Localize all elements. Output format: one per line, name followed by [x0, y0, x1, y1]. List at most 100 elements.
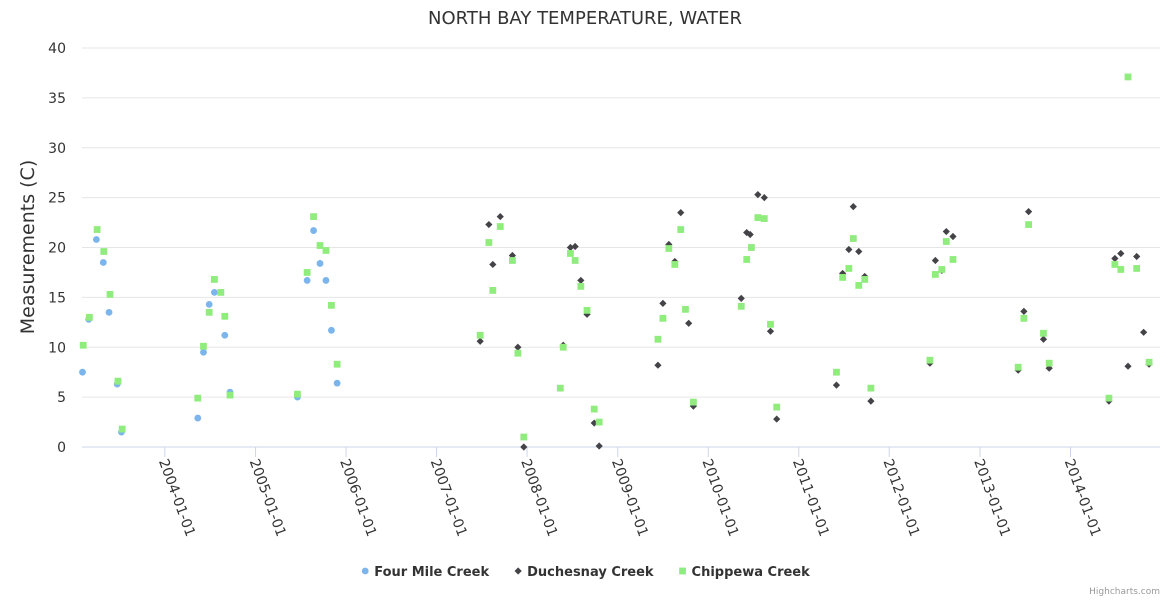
data-point[interactable] [767, 320, 774, 328]
data-point[interactable] [99, 259, 107, 266]
data-point[interactable] [105, 308, 113, 316]
data-point[interactable] [855, 247, 863, 256]
data-point[interactable] [754, 191, 762, 199]
data-point[interactable] [322, 277, 330, 284]
data-point[interactable] [514, 349, 522, 357]
data-point[interactable] [845, 245, 853, 254]
data-point[interactable] [333, 360, 341, 368]
data-point[interactable] [316, 260, 324, 267]
data-point[interactable] [476, 331, 484, 339]
data-point[interactable] [773, 415, 781, 423]
data-point[interactable] [93, 226, 101, 233]
data-point[interactable] [1133, 265, 1141, 272]
data-point[interactable] [677, 208, 685, 217]
data-point[interactable] [855, 282, 863, 289]
data-point[interactable] [1039, 335, 1048, 343]
data-point[interactable] [595, 418, 603, 426]
data-point[interactable] [773, 403, 781, 411]
data-point[interactable] [839, 274, 847, 281]
data-point[interactable] [595, 442, 603, 450]
legend-item[interactable]: Four Mile Creek [361, 565, 490, 580]
data-point[interactable] [496, 223, 504, 230]
data-point[interactable] [577, 276, 585, 285]
data-point[interactable] [520, 433, 528, 441]
data-point[interactable] [746, 230, 754, 239]
data-point[interactable] [322, 247, 330, 254]
data-point[interactable] [654, 361, 662, 369]
legend-symbol[interactable] [514, 567, 522, 575]
data-point[interactable] [310, 213, 317, 220]
data-point[interactable] [737, 302, 745, 310]
data-point[interactable] [583, 306, 591, 314]
data-point[interactable] [659, 299, 667, 307]
data-point[interactable] [1040, 329, 1047, 337]
data-point[interactable] [737, 294, 745, 302]
legend-symbol[interactable] [361, 567, 369, 575]
data-point[interactable] [114, 377, 122, 385]
data-point[interactable] [118, 425, 126, 433]
data-point[interactable] [210, 288, 218, 296]
data-point[interactable] [194, 394, 202, 402]
data-point[interactable] [1105, 394, 1113, 402]
data-point[interactable] [689, 398, 697, 406]
data-point[interactable] [489, 286, 497, 294]
data-point[interactable] [867, 397, 875, 405]
data-point[interactable] [1140, 328, 1148, 336]
data-point[interactable] [226, 391, 234, 399]
data-point[interactable] [328, 326, 335, 334]
data-point[interactable] [1020, 314, 1028, 322]
data-point[interactable] [559, 343, 567, 351]
data-point[interactable] [485, 220, 493, 229]
data-point[interactable] [485, 239, 493, 246]
data-point[interactable] [200, 348, 207, 356]
data-point[interactable] [677, 226, 685, 233]
data-point[interactable] [294, 390, 301, 398]
data-point[interactable] [938, 266, 946, 273]
data-point[interactable] [303, 269, 311, 276]
data-point[interactable] [514, 343, 522, 351]
data-point[interactable] [590, 405, 598, 413]
data-point[interactable] [1117, 266, 1125, 273]
data-point[interactable] [328, 301, 335, 309]
data-point[interactable] [926, 356, 934, 364]
data-point[interactable] [1117, 249, 1125, 258]
data-point[interactable] [949, 256, 957, 263]
data-point[interactable] [303, 277, 311, 284]
data-point[interactable] [743, 256, 751, 263]
data-point[interactable] [205, 308, 213, 316]
data-point[interactable] [1020, 307, 1028, 315]
data-point[interactable] [100, 248, 108, 255]
data-point[interactable] [205, 300, 213, 308]
data-point[interactable] [832, 381, 841, 389]
data-point[interactable] [210, 276, 218, 283]
data-point[interactable] [760, 194, 768, 202]
data-point[interactable] [689, 402, 697, 410]
data-point[interactable] [333, 379, 341, 387]
data-point[interactable] [682, 305, 689, 313]
data-point[interactable] [496, 212, 504, 221]
data-point[interactable] [861, 276, 869, 283]
data-point[interactable] [949, 232, 957, 241]
data-point[interactable] [217, 288, 225, 296]
data-point[interactable] [476, 337, 484, 345]
data-point[interactable] [942, 238, 950, 245]
data-point[interactable] [748, 244, 755, 251]
data-point[interactable] [200, 342, 207, 350]
data-point[interactable] [659, 314, 667, 322]
data-point[interactable] [760, 215, 768, 222]
data-point[interactable] [577, 283, 585, 290]
data-point[interactable] [654, 335, 662, 343]
credits[interactable]: Highcharts.com [1089, 587, 1160, 597]
data-point[interactable] [79, 368, 86, 376]
data-point[interactable] [942, 227, 950, 236]
data-point[interactable] [931, 256, 939, 265]
data-point[interactable] [86, 313, 93, 321]
data-point[interactable] [316, 242, 324, 249]
data-point[interactable] [766, 327, 775, 335]
data-point[interactable] [567, 250, 574, 257]
data-point[interactable] [92, 236, 100, 243]
data-point[interactable] [571, 242, 579, 251]
data-point[interactable] [194, 414, 202, 422]
data-point[interactable] [1133, 252, 1141, 261]
data-point[interactable] [1024, 207, 1033, 216]
